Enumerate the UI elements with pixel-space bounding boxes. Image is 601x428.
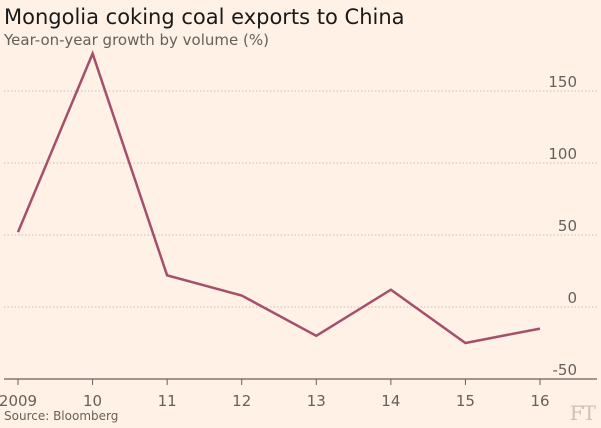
chart-subtitle: Year-on-year growth by volume (%) [4,31,269,49]
gridlines [4,90,597,308]
x-tick-label: 11 [158,392,177,410]
chart-title: Mongolia coking coal exports to China [4,5,405,29]
ft-logo: FT [569,401,596,425]
y-tick-label: 100 [548,145,577,163]
x-tick-label: 2009 [0,392,37,410]
x-axis [4,378,597,385]
x-tick-label: 14 [381,392,400,410]
x-tick-label: 12 [232,392,251,410]
y-tick-label: 50 [558,217,577,235]
series-line-0 [16,50,541,345]
y-axis-tick-labels: 150 100 50 0 -50 [548,73,577,379]
x-tick-label: 10 [83,392,102,410]
series-line-layer [16,50,541,345]
x-tick-label: 13 [307,392,326,410]
y-tick-label: 150 [548,73,577,91]
x-tick-label: 16 [530,392,549,410]
x-axis-tick-labels: 2009 10 11 12 13 14 15 16 [0,392,550,410]
y-tick-label: -50 [553,361,578,379]
source-note: Source: Bloomberg [4,409,119,423]
x-tick-label: 15 [456,392,475,410]
y-tick-label: 0 [567,289,577,307]
